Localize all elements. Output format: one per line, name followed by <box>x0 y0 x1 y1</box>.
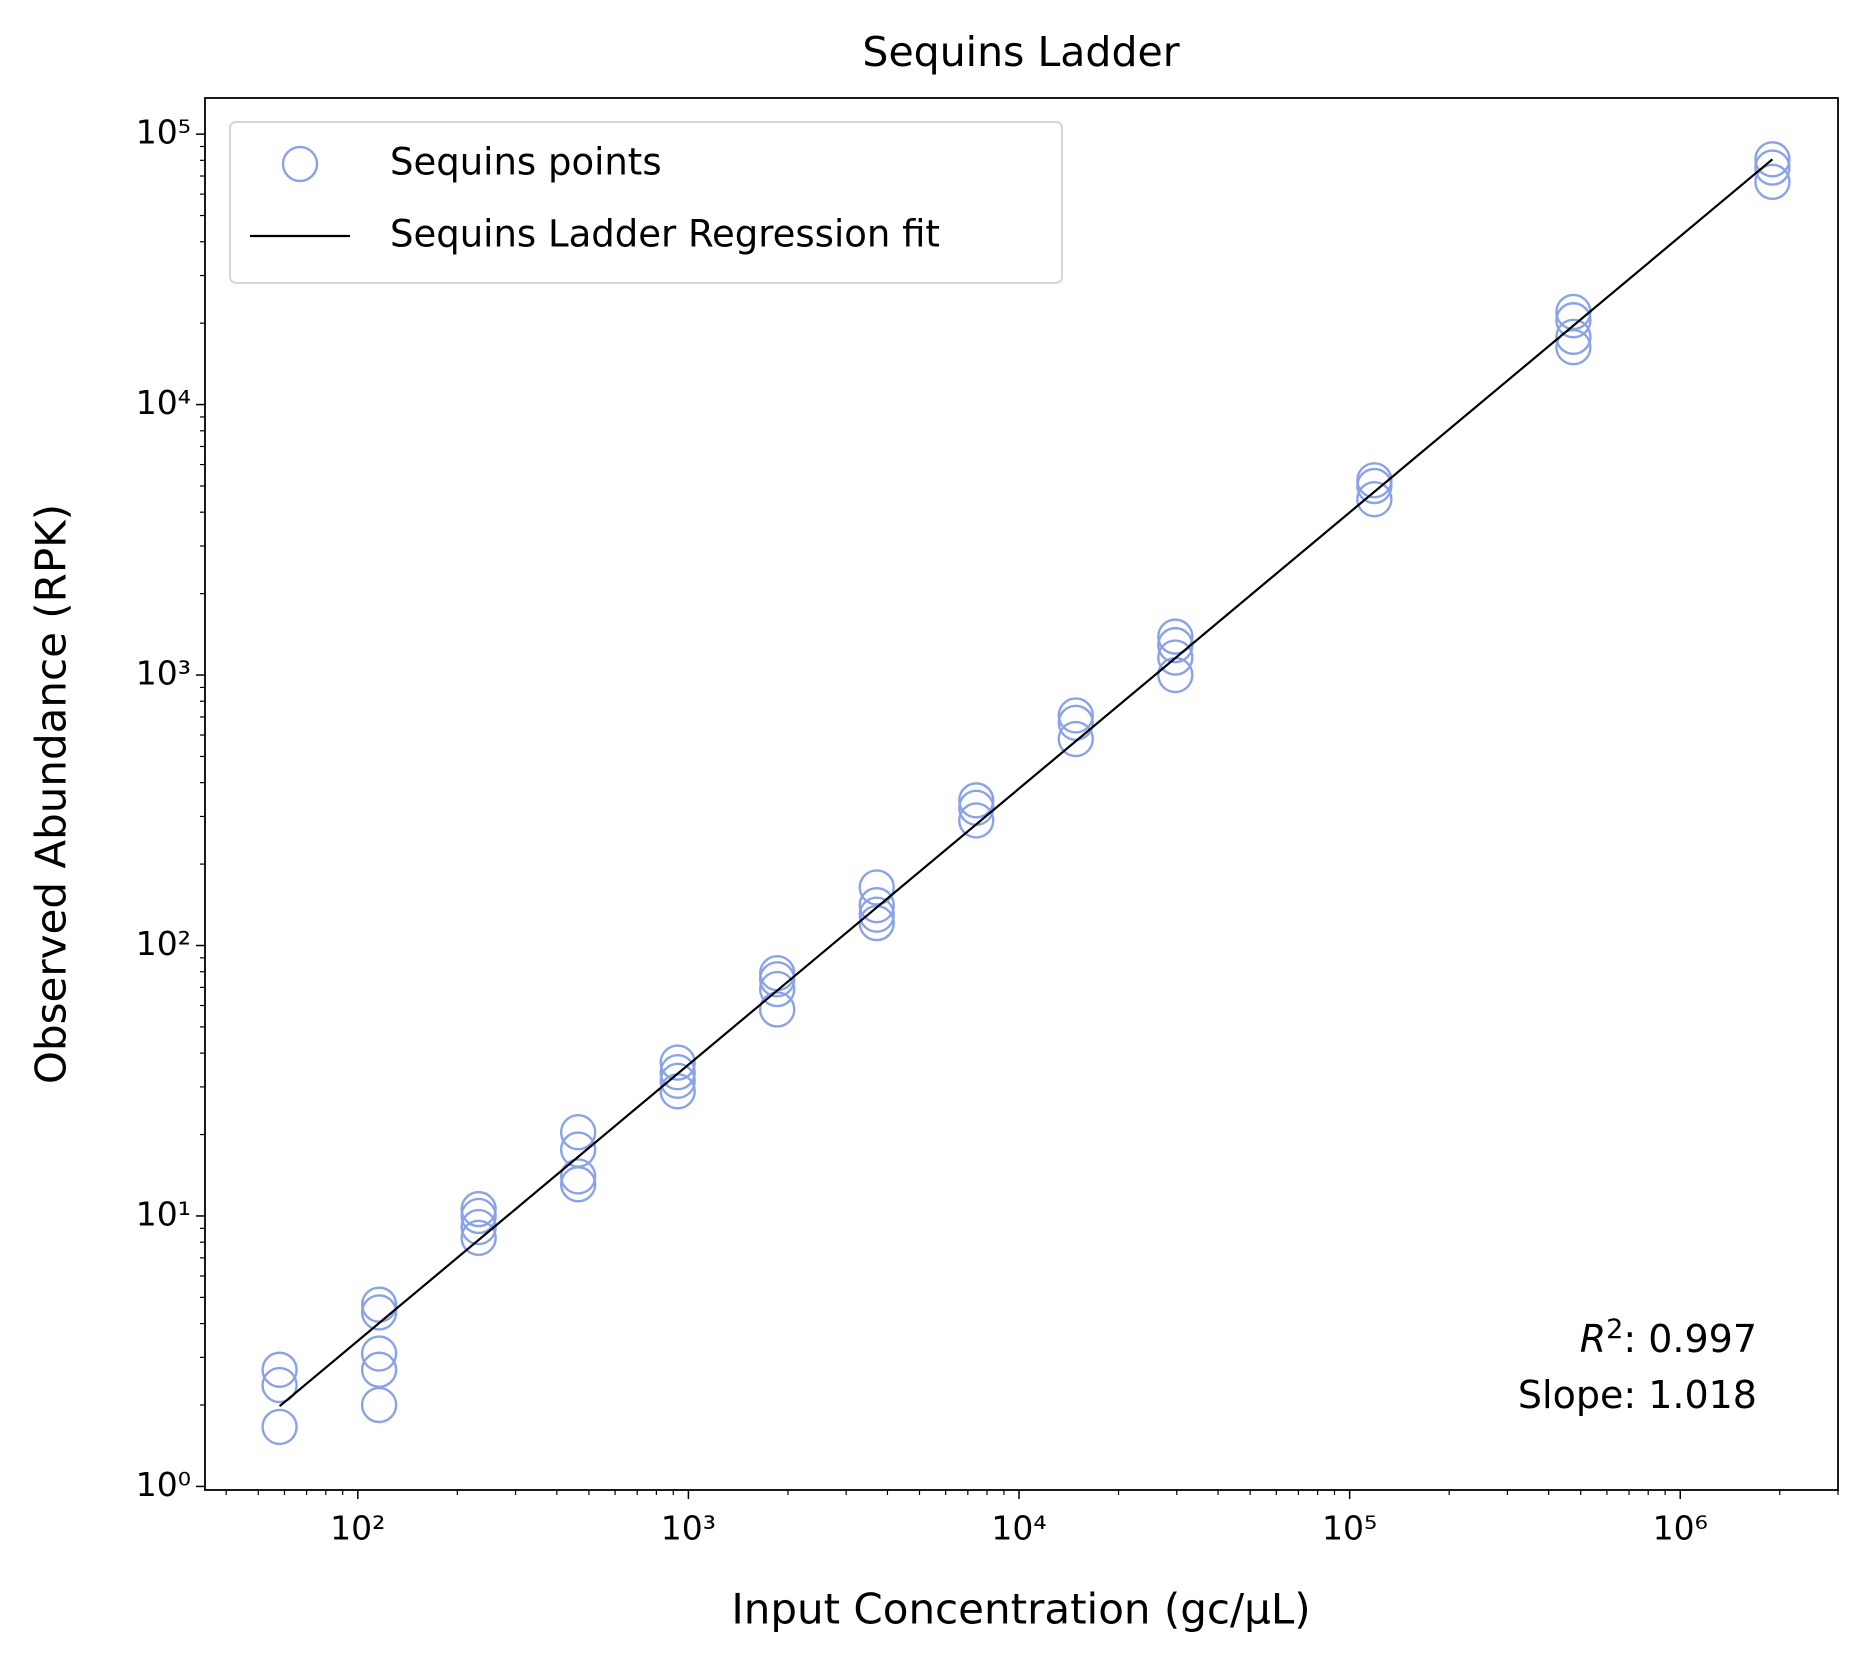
x-tick-label: 10⁵ <box>1322 1509 1377 1548</box>
legend-box <box>229 121 1063 284</box>
legend: Sequins points Sequins Ladder Regression … <box>229 121 1063 284</box>
y-tick-label: 10⁵ <box>136 113 191 152</box>
annotation-exponent: 2 <box>1606 1314 1623 1345</box>
data-point <box>759 961 796 998</box>
data-point <box>858 896 895 933</box>
y-tick-label: 10³ <box>136 654 191 693</box>
data-point <box>559 1166 597 1203</box>
data-point <box>1555 328 1592 366</box>
y-axis-label: Observed Abundance (RPK) <box>27 504 76 1084</box>
data-point <box>1754 149 1791 186</box>
y-tick-label: 10⁰ <box>136 1465 191 1504</box>
fit-line <box>278 158 1774 1408</box>
data-point <box>858 886 895 924</box>
data-point <box>261 1366 298 1404</box>
annotation-symbol: R <box>1580 1317 1606 1361</box>
data-point <box>559 1158 597 1195</box>
x-tick-label: 10⁶ <box>1653 1509 1708 1548</box>
data-point <box>360 1386 398 1424</box>
data-point <box>1555 318 1592 356</box>
annotation: R2: 0.997 <box>1580 1314 1757 1361</box>
data-point <box>958 782 995 819</box>
data-point <box>1754 163 1791 201</box>
data-point <box>1555 302 1592 339</box>
data-point <box>1356 480 1393 518</box>
data-point <box>659 1044 696 1081</box>
x-axis-label: Input Concentration (gc/μL) <box>731 1585 1310 1634</box>
plot-frame <box>204 97 1839 1491</box>
x-tick-label: 10² <box>330 1509 385 1548</box>
data-point <box>261 1351 298 1388</box>
annotation: Slope: 1.018 <box>1518 1373 1757 1417</box>
data-point <box>759 991 796 1028</box>
data-point <box>261 1408 298 1446</box>
data-point <box>1754 141 1791 178</box>
data-point <box>360 1286 398 1323</box>
data-point <box>460 1219 497 1257</box>
data-point <box>659 1054 696 1091</box>
annotation-text: : 0.997 <box>1623 1317 1757 1361</box>
data-point <box>1157 618 1194 655</box>
legend-label: Sequins Ladder Regression fit <box>390 213 940 256</box>
data-point <box>1356 467 1393 505</box>
data-point <box>759 970 796 1008</box>
data-point <box>1157 639 1194 676</box>
data-point <box>360 1335 398 1372</box>
data-point <box>958 802 995 839</box>
data-point <box>858 869 895 906</box>
x-tick-label: 10⁴ <box>991 1509 1046 1548</box>
data-point <box>360 1351 398 1388</box>
x-tick-label: 10³ <box>661 1509 716 1548</box>
data-point <box>559 1114 597 1151</box>
y-tick-label: 10⁴ <box>136 383 191 422</box>
y-tick-label: 10¹ <box>136 1194 191 1233</box>
data-point <box>360 1294 398 1331</box>
chart-title: Sequins Ladder <box>862 28 1179 76</box>
legend-marker <box>281 145 319 183</box>
y-tick-label: 10² <box>136 924 191 963</box>
data-point <box>460 1190 497 1228</box>
data-point <box>659 1062 696 1100</box>
data-point <box>1057 720 1094 758</box>
data-point <box>460 1197 497 1235</box>
data-point <box>1057 697 1094 734</box>
legend-label: Sequins points <box>390 141 662 184</box>
